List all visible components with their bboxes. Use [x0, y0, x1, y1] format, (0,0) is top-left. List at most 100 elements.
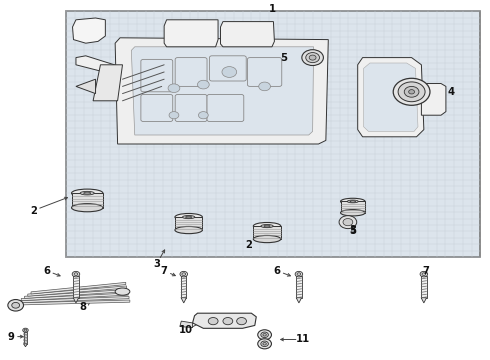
Circle shape [263, 343, 267, 345]
Polygon shape [181, 298, 186, 303]
FancyBboxPatch shape [175, 58, 207, 86]
Circle shape [297, 273, 301, 275]
Ellipse shape [409, 90, 415, 94]
Circle shape [12, 302, 20, 308]
Polygon shape [72, 193, 103, 208]
FancyBboxPatch shape [141, 94, 172, 122]
Circle shape [197, 80, 209, 89]
Ellipse shape [186, 216, 192, 218]
Ellipse shape [350, 201, 356, 202]
Polygon shape [76, 56, 147, 83]
Polygon shape [193, 313, 256, 328]
Text: 6: 6 [43, 266, 50, 276]
Ellipse shape [253, 235, 281, 243]
Polygon shape [341, 201, 365, 213]
Text: 3: 3 [153, 258, 160, 269]
Polygon shape [253, 226, 281, 239]
Ellipse shape [175, 226, 202, 234]
Polygon shape [364, 63, 418, 131]
Circle shape [261, 341, 269, 347]
Ellipse shape [393, 78, 430, 105]
Polygon shape [18, 297, 129, 303]
Circle shape [72, 271, 80, 277]
Polygon shape [15, 300, 130, 305]
Polygon shape [28, 286, 126, 296]
Polygon shape [115, 38, 328, 144]
Polygon shape [421, 298, 426, 303]
Text: 9: 9 [7, 332, 14, 342]
Polygon shape [180, 321, 193, 328]
Circle shape [169, 112, 179, 119]
Polygon shape [175, 217, 202, 230]
Ellipse shape [72, 189, 103, 197]
Text: 6: 6 [273, 266, 280, 276]
Ellipse shape [182, 216, 195, 219]
Ellipse shape [80, 192, 94, 195]
Circle shape [208, 318, 218, 325]
Circle shape [420, 271, 428, 277]
Polygon shape [220, 22, 274, 47]
Text: 7: 7 [161, 266, 168, 276]
Polygon shape [93, 65, 122, 101]
Polygon shape [21, 293, 128, 301]
Text: 10: 10 [179, 325, 193, 335]
Circle shape [24, 329, 27, 331]
Polygon shape [131, 47, 314, 135]
Bar [66, 11, 480, 257]
Polygon shape [164, 20, 218, 47]
Polygon shape [74, 298, 78, 303]
Polygon shape [421, 276, 426, 298]
Ellipse shape [341, 210, 365, 216]
Ellipse shape [261, 225, 273, 228]
Ellipse shape [404, 86, 419, 97]
Text: 5: 5 [349, 226, 356, 236]
FancyBboxPatch shape [210, 56, 246, 81]
Circle shape [309, 55, 316, 60]
Polygon shape [296, 276, 301, 298]
Circle shape [180, 271, 188, 277]
FancyBboxPatch shape [141, 59, 172, 92]
Circle shape [261, 332, 269, 338]
Polygon shape [181, 276, 186, 298]
Polygon shape [73, 18, 105, 43]
FancyBboxPatch shape [175, 94, 207, 122]
Ellipse shape [253, 222, 281, 230]
Polygon shape [31, 282, 126, 294]
Polygon shape [24, 289, 127, 298]
Circle shape [302, 50, 323, 66]
Polygon shape [74, 276, 78, 298]
Text: 2: 2 [30, 206, 37, 216]
Circle shape [237, 318, 246, 325]
Circle shape [339, 216, 357, 229]
Ellipse shape [347, 200, 358, 203]
Ellipse shape [398, 82, 425, 102]
Ellipse shape [264, 225, 270, 227]
Text: 8: 8 [80, 302, 87, 312]
Text: 4: 4 [447, 87, 454, 97]
Ellipse shape [115, 288, 130, 295]
Text: 1: 1 [269, 4, 275, 14]
Ellipse shape [341, 198, 365, 204]
Circle shape [222, 67, 237, 77]
Circle shape [74, 273, 78, 275]
Text: 2: 2 [245, 240, 252, 250]
Polygon shape [358, 58, 424, 137]
Circle shape [343, 219, 353, 226]
Ellipse shape [72, 204, 103, 212]
Circle shape [422, 273, 426, 275]
FancyBboxPatch shape [247, 58, 282, 86]
Circle shape [168, 84, 180, 93]
Polygon shape [76, 79, 96, 94]
Ellipse shape [84, 192, 91, 194]
Circle shape [198, 112, 208, 119]
Circle shape [258, 330, 271, 340]
Polygon shape [296, 298, 301, 303]
Text: 7: 7 [423, 266, 430, 276]
Circle shape [223, 318, 233, 325]
Polygon shape [421, 84, 446, 115]
Circle shape [295, 271, 303, 277]
Text: 5: 5 [280, 53, 287, 63]
Polygon shape [24, 344, 27, 347]
Text: 11: 11 [295, 334, 310, 345]
Circle shape [306, 53, 319, 63]
